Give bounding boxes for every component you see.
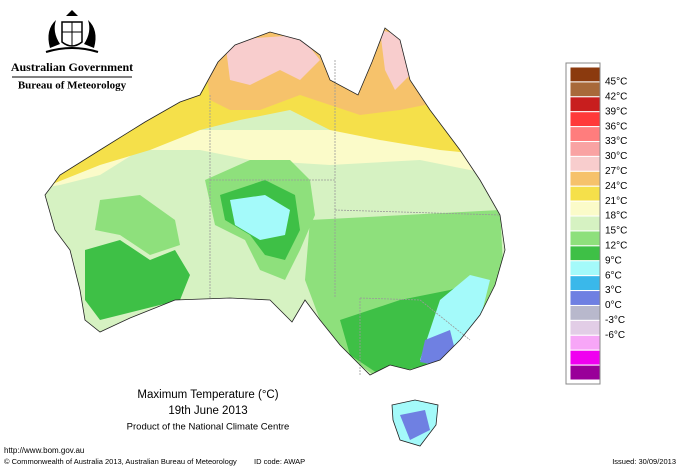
legend-swatch — [569, 81, 601, 98]
legend-swatch — [569, 275, 601, 292]
footer-copyright: © Commonwealth of Australia 2013, Austra… — [4, 457, 237, 466]
legend-label: 24°C — [605, 181, 627, 192]
legend-swatch — [569, 364, 601, 381]
legend-swatch — [569, 200, 601, 217]
legend-label: 9°C — [605, 255, 622, 266]
legend-label: 39°C — [605, 106, 627, 117]
legend-swatch — [569, 170, 601, 187]
map-subtitle: Product of the National Climate Centre — [127, 422, 290, 433]
legend-swatch — [569, 185, 601, 202]
legend-label: 12°C — [605, 240, 627, 251]
map-date: 19th June 2013 — [168, 405, 247, 417]
footer-id: ID code: AWAP — [254, 457, 305, 466]
coastline — [44, 27, 506, 447]
legend-label: 36°C — [605, 121, 627, 132]
legend-swatch — [569, 319, 601, 336]
legend-label: 45°C — [605, 77, 627, 88]
legend-label: 15°C — [605, 226, 627, 237]
legend-swatch — [569, 66, 601, 83]
legend-label: 30°C — [605, 151, 627, 162]
legend-label: 3°C — [605, 285, 622, 296]
map-title: Maximum Temperature (°C) — [137, 389, 278, 401]
legend-swatch — [569, 245, 601, 262]
legend-swatch — [569, 155, 601, 172]
state-borders — [209, 60, 501, 375]
legend-swatch — [569, 304, 601, 321]
legend-label: 42°C — [605, 91, 627, 102]
crest — [45, 10, 99, 53]
legend-label: 6°C — [605, 270, 622, 281]
legend-label: -3°C — [605, 315, 625, 326]
legend-frame — [565, 62, 601, 385]
legend-label: -6°C — [605, 330, 625, 341]
legend-label: 18°C — [605, 211, 627, 222]
legend-swatch — [569, 111, 601, 128]
legend-label: 27°C — [605, 166, 627, 177]
legend-swatch — [569, 126, 601, 143]
legend-swatch — [569, 215, 601, 232]
legend-swatch — [569, 230, 601, 247]
legend: 45°C 42°C 39°C 36°C 33°C 30°C 27°C 24°C 21°C 18°C… — [565, 62, 627, 385]
legend-label: 21°C — [605, 196, 627, 207]
legend-swatch — [569, 290, 601, 306]
legend-swatch — [569, 141, 601, 157]
footer-url: http://www.bom.gov.au — [4, 446, 84, 455]
legend-label: 33°C — [605, 136, 627, 147]
legend-swatch — [569, 260, 601, 277]
legend-label: 0°C — [605, 300, 622, 311]
agency-name: Bureau of Meteorology — [18, 80, 127, 92]
legend-swatch — [569, 349, 601, 366]
footer-issued: Issued: 30/09/2013 — [612, 457, 676, 466]
legend-swatch — [569, 96, 601, 113]
legend-swatch — [569, 334, 601, 351]
government-name: Australian Government — [11, 60, 133, 74]
